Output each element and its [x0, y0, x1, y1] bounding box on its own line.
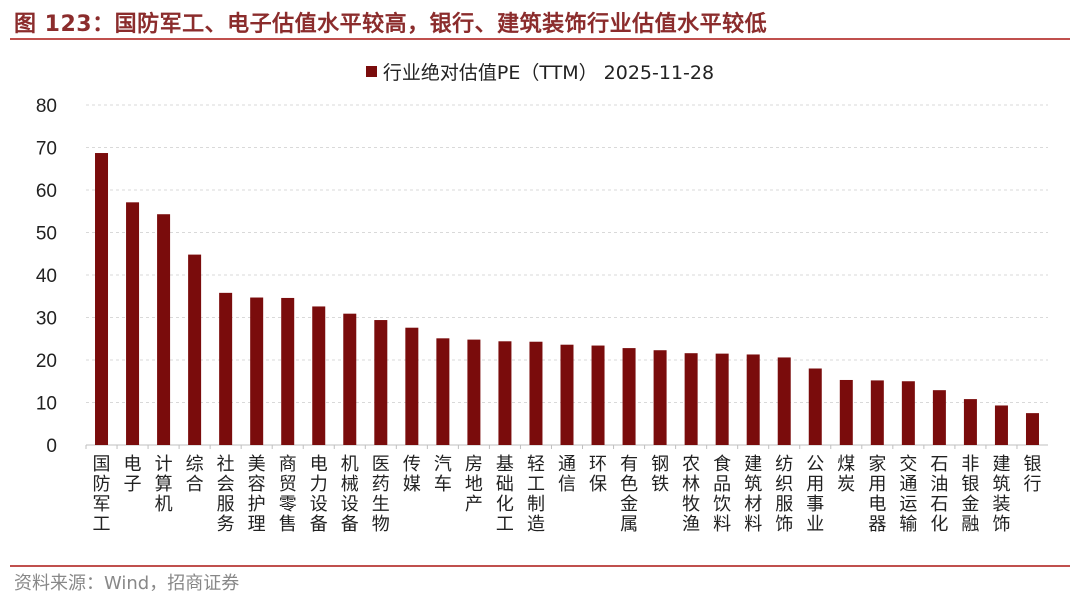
bar	[715, 353, 729, 445]
bar	[839, 379, 853, 445]
x-tick-label: 轻工制造	[527, 454, 545, 535]
y-tick-label: 40	[36, 266, 57, 287]
x-tick-label: 钢铁	[651, 454, 669, 495]
bar	[343, 313, 357, 445]
x-tick-label: 煤炭	[837, 454, 855, 495]
x-tick-label: 综合	[186, 454, 204, 495]
y-tick-label: 80	[36, 96, 57, 117]
y-tick-label: 30	[36, 309, 57, 330]
bar	[994, 405, 1008, 445]
x-tick-label: 非银金融	[961, 454, 979, 535]
bar	[281, 297, 295, 445]
x-tick-label: 建筑装饰	[992, 454, 1010, 535]
bar	[591, 345, 605, 445]
x-tick-label: 传媒	[403, 454, 421, 495]
bar	[188, 254, 202, 445]
bar	[932, 390, 946, 445]
y-tick-label: 50	[36, 224, 57, 245]
bar	[436, 338, 450, 445]
bar	[622, 348, 636, 445]
bar	[126, 202, 140, 445]
bar-chart: 0 10 20 30 40 50 60 70 80 国防军工电子计算机综合社会服务美容护理商贸零售…	[36, 96, 1048, 535]
bar	[653, 350, 667, 445]
y-tick-label: 0	[46, 436, 57, 457]
x-tick-label: 公用事业	[806, 454, 824, 535]
bar	[684, 353, 698, 445]
bar	[529, 341, 543, 445]
x-tick-label: 计算机	[155, 454, 173, 515]
bar	[963, 399, 977, 445]
bar	[219, 292, 233, 445]
x-tick-label: 石油石化	[930, 454, 948, 535]
bar	[250, 297, 264, 445]
bar	[808, 368, 822, 445]
bar	[1025, 413, 1039, 445]
bar	[870, 380, 884, 445]
x-tick-label: 社会服务	[217, 454, 235, 535]
bar	[467, 339, 481, 445]
bar	[157, 214, 171, 445]
y-tick-label: 20	[36, 351, 57, 372]
legend-label: 行业绝对估值PE（TTM） 2025-11-28	[382, 62, 715, 84]
x-tick-label: 建筑材料	[744, 454, 762, 535]
x-tick-label: 环保	[589, 454, 607, 495]
y-tick-label: 10	[36, 394, 57, 415]
chart-legend: 行业绝对估值PE（TTM） 2025-11-28	[0, 58, 1080, 85]
bar	[374, 320, 388, 445]
x-tick-label: 电力设备	[310, 454, 328, 535]
bar	[560, 344, 574, 445]
bar	[405, 327, 419, 445]
bar	[901, 381, 915, 445]
x-tick-label: 房地产	[465, 454, 483, 515]
x-tick-label: 医药生物	[372, 454, 390, 535]
y-tick-label: 70	[36, 139, 57, 160]
bar	[95, 153, 109, 445]
x-tick-label: 通信	[558, 454, 576, 495]
bar	[498, 341, 512, 445]
figure-title: 图 123：国防军工、电子估值水平较高，银行、建筑装饰行业估值水平较低	[14, 12, 768, 37]
x-tick-label: 电子	[124, 454, 142, 495]
x-tick-label: 银行	[1023, 454, 1041, 495]
footer-divider	[10, 565, 1070, 567]
x-tick-label: 基础化工	[496, 454, 514, 535]
source-note: 资料来源：Wind，招商证券	[14, 573, 240, 594]
y-tick-label: 60	[36, 181, 57, 202]
x-tick-label: 美容护理	[248, 454, 266, 535]
x-tick-label: 家用电器	[868, 454, 886, 535]
x-tick-label: 农林牧渔	[682, 454, 700, 535]
x-tick-label: 机械设备	[341, 454, 359, 535]
legend-swatch	[365, 66, 377, 77]
bar	[312, 306, 326, 445]
x-tick-label: 纺织服饰	[775, 454, 793, 535]
bar	[746, 354, 760, 445]
x-tick-label: 汽车	[434, 454, 452, 495]
x-tick-label: 食品饮料	[713, 454, 731, 535]
x-tick-label: 交通运输	[899, 454, 917, 535]
x-tick-label: 有色金属	[620, 454, 638, 535]
bar	[777, 357, 791, 445]
title-divider	[10, 38, 1070, 40]
x-tick-label: 国防军工	[93, 454, 111, 535]
x-tick-label: 商贸零售	[279, 454, 297, 535]
